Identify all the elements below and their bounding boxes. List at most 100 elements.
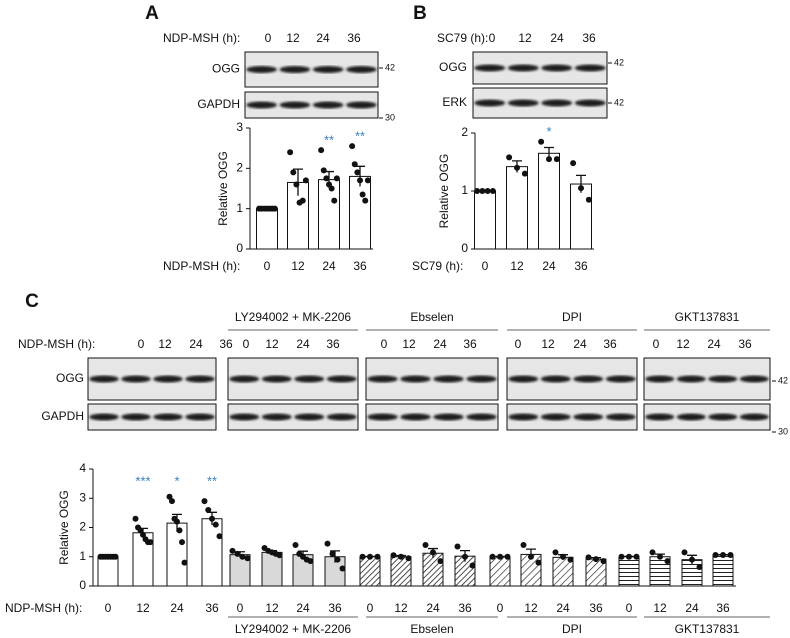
y-axis-label: Relative OGG	[57, 490, 71, 565]
data-point	[618, 553, 625, 560]
y-axis-label: Relative OGG	[437, 154, 451, 229]
data-point	[293, 181, 300, 188]
data-point	[390, 552, 397, 559]
blot-band	[645, 413, 675, 421]
data-point	[339, 565, 346, 572]
data-point	[405, 555, 412, 562]
x-tick-label: 24	[685, 601, 699, 615]
y-tick-label: 1	[79, 549, 86, 563]
data-point	[229, 547, 236, 554]
data-point	[364, 177, 371, 184]
data-point	[349, 143, 356, 150]
panel-label: C	[25, 291, 39, 312]
x-axis-label: NDP-MSH (h):	[5, 601, 82, 615]
data-point	[137, 527, 144, 534]
blot-header: SC79 (h):	[437, 31, 488, 45]
lane-label: 12	[541, 337, 555, 351]
blot-row-label: OGG	[439, 60, 467, 74]
marker-label: 42	[614, 57, 624, 67]
blot-band	[121, 375, 151, 383]
blot-band	[645, 375, 675, 383]
x-tick-label: 36	[458, 601, 472, 615]
data-point	[469, 562, 476, 569]
marker-label: 42	[778, 375, 788, 385]
blot-band	[229, 413, 260, 421]
lane-label: 12	[265, 337, 279, 351]
blot-band	[400, 413, 431, 421]
data-point	[497, 553, 503, 560]
data-point	[234, 550, 241, 557]
lane-label: 24	[296, 337, 310, 351]
data-point	[328, 185, 335, 192]
lane-label: 24	[707, 337, 721, 351]
lane-label: 36	[219, 337, 233, 351]
blot-band	[400, 375, 431, 383]
blot-row-label: ERK	[442, 95, 467, 109]
data-point	[552, 549, 559, 556]
blot-band	[261, 375, 292, 383]
marker-label: 42	[614, 97, 624, 107]
data-point	[287, 149, 294, 156]
group-label: LY294002 + MK-2206	[235, 310, 352, 324]
blot-row-label: OGG	[212, 62, 240, 76]
y-tick-label: 2	[79, 520, 86, 534]
data-point	[437, 558, 444, 565]
x-tick-label: 0	[264, 259, 271, 273]
blot-band	[261, 413, 292, 421]
lane-label: 24	[189, 337, 203, 351]
x-tick-label: 12	[653, 601, 667, 615]
blot-band	[89, 413, 119, 421]
data-point	[681, 549, 688, 556]
data-point	[331, 197, 338, 204]
lane-label: 12	[402, 337, 416, 351]
data-point	[664, 558, 671, 565]
data-point	[318, 147, 325, 154]
y-tick-label: 0	[236, 241, 243, 255]
blot-band	[346, 66, 377, 73]
data-point	[209, 515, 215, 522]
lane-label: 36	[582, 31, 596, 45]
blot-band	[153, 413, 183, 421]
panel-label: A	[145, 3, 159, 24]
data-point	[649, 549, 656, 556]
data-point	[351, 161, 358, 168]
lane-label: 0	[653, 337, 660, 351]
data-point	[462, 553, 468, 560]
x-tick-label: 24	[322, 259, 336, 273]
blot-band	[246, 101, 277, 109]
bar	[166, 522, 188, 587]
significance: *	[546, 124, 551, 139]
data-point	[147, 539, 154, 546]
data-point	[560, 553, 566, 560]
blot-band	[121, 413, 151, 421]
data-point	[454, 543, 461, 550]
x-tick-label: 36	[328, 601, 342, 615]
lane-label: 36	[347, 31, 361, 45]
blot-header: NDP-MSH (h):	[163, 31, 240, 45]
data-point	[334, 556, 341, 563]
lane-label: 24	[573, 337, 587, 351]
lane-label: 12	[676, 337, 690, 351]
blot-band	[507, 99, 539, 107]
x-tick-label: 36	[205, 601, 219, 615]
y-tick-label: 3	[236, 120, 243, 134]
x-tick-label: 0	[626, 601, 633, 615]
x-axis-label: NDP-MSH (h):	[163, 259, 240, 273]
data-point	[520, 542, 527, 549]
y-tick-label: 2	[236, 161, 243, 175]
data-point	[299, 197, 306, 204]
x-tick-label: 0	[105, 601, 112, 615]
blot-band	[739, 413, 769, 421]
data-point	[585, 196, 592, 203]
data-point	[535, 559, 542, 566]
blot-band	[474, 99, 506, 107]
bar	[318, 179, 340, 250]
bar	[201, 518, 223, 587]
marker-label: 42	[385, 62, 395, 72]
blot-row-label: OGG	[56, 371, 84, 385]
lane-label: 0	[243, 337, 250, 351]
lane-label: 12	[286, 31, 300, 45]
data-point	[320, 167, 327, 174]
lane-label: 12	[158, 337, 172, 351]
